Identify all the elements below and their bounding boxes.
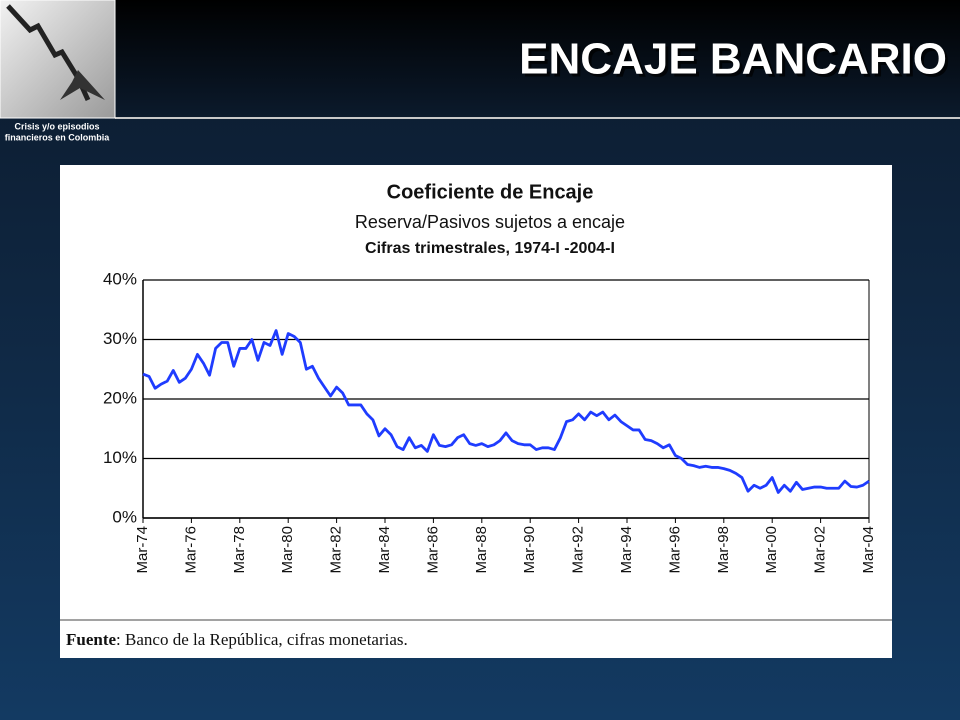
chart-subtitle: Cifras trimestrales, 1974-I -2004-I (365, 240, 615, 257)
logo-caption: Crisis y/o episodios (14, 121, 99, 131)
x-tick-label: Mar-90 (521, 526, 538, 574)
x-tick-label: Mar-94 (618, 526, 635, 574)
source-label: Fuente (66, 630, 117, 649)
y-tick-label: 40% (103, 269, 137, 288)
chart-subtitle: Reserva/Pasivos sujetos a encaje (355, 212, 625, 232)
x-tick-label: Mar-04 (860, 526, 877, 574)
chart-title: Coeficiente de Encaje (387, 181, 594, 203)
series-line (142, 329, 870, 494)
x-tick-label: Mar-74 (134, 526, 151, 574)
x-tick-label: Mar-84 (376, 526, 393, 574)
logo-crack (60, 70, 105, 100)
source-text: : Banco de la República, cifras monetari… (116, 630, 408, 649)
x-tick-label: Mar-78 (231, 526, 248, 574)
x-tick-label: Mar-86 (424, 526, 441, 574)
slide-title: ENCAJE BANCARIO (519, 35, 947, 84)
x-tick-label: Mar-98 (715, 526, 732, 574)
top-band (0, 0, 960, 118)
x-tick-label: Mar-82 (328, 526, 345, 574)
x-tick-label: Mar-92 (570, 526, 587, 574)
y-tick-label: 20% (103, 388, 137, 407)
source-note: Fuente: Banco de la República, cifras mo… (66, 630, 408, 649)
plot: 0% 10% 20% 30% 40% Mar-74 Mar-76 Mar-78 Mar-80 Ma… (103, 269, 877, 573)
y-tick-label: 30% (103, 329, 137, 348)
x-tick-label: Mar-80 (279, 526, 296, 574)
x-tick-label: Mar-88 (473, 526, 490, 574)
logo-caption: financieros en Colombia (5, 132, 111, 142)
title-shadow: ENCAJE BANCARIO (522, 38, 950, 87)
x-tick-label: Mar-00 (763, 526, 780, 574)
x-tick-label: Mar-02 (812, 526, 829, 574)
divider (115, 117, 960, 119)
x-tick-label: Mar-76 (182, 526, 199, 574)
y-tick-label: 10% (103, 448, 137, 467)
chart-panel (60, 165, 892, 658)
y-tick-label: 0% (112, 507, 137, 526)
x-tick-label: Mar-96 (666, 526, 683, 574)
